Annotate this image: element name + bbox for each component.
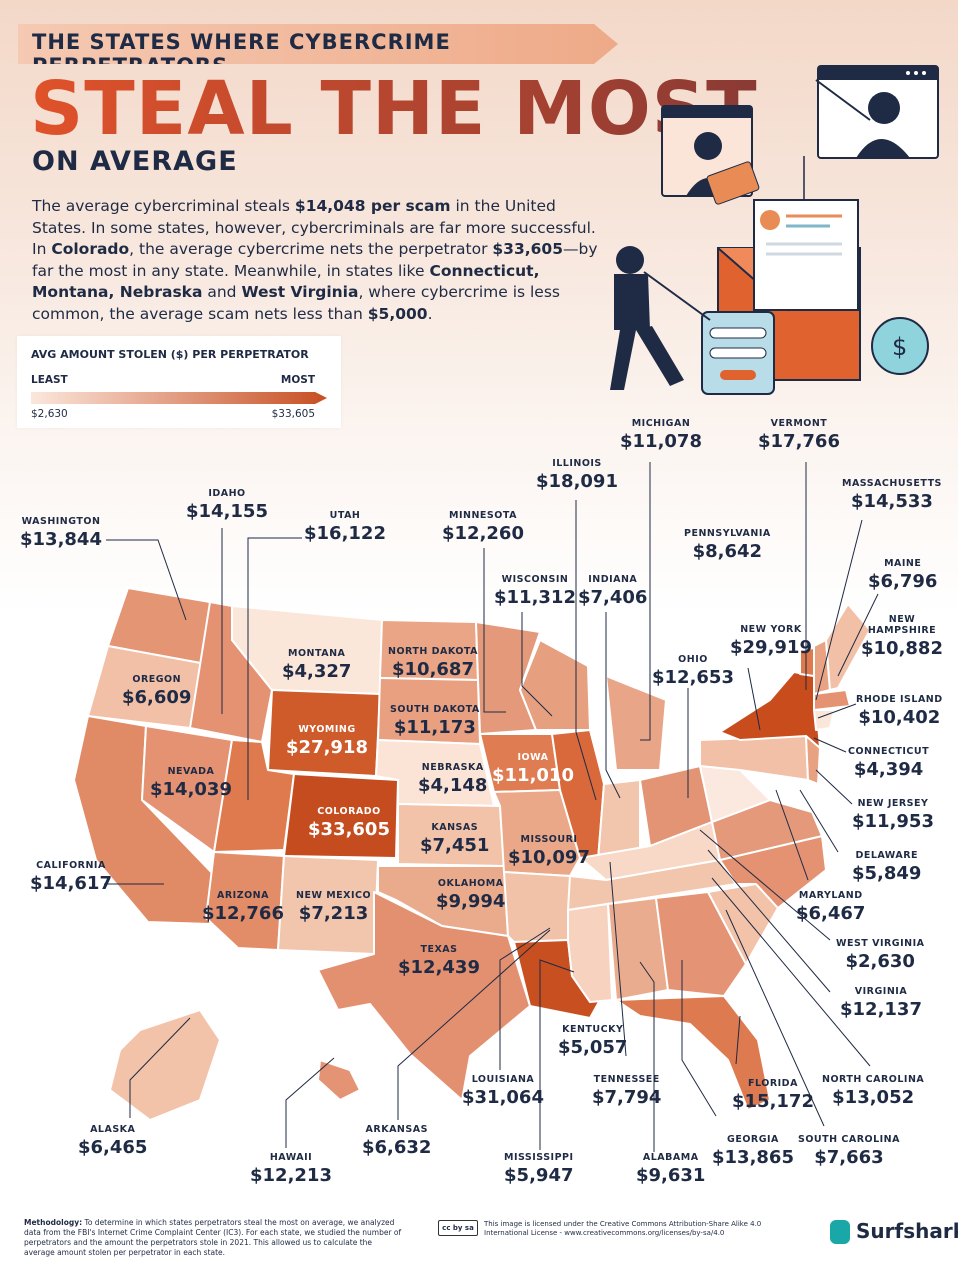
state-label-delaware: DELAWARE $5,849 (852, 850, 922, 884)
legend-title: AVG AMOUNT STOLEN ($) PER PERPETRATOR (31, 348, 309, 361)
license-text: This image is licensed under the Creativ… (484, 1220, 762, 1237)
state-label-south-dakota: SOUTH DAKOTA $11,173 (390, 704, 480, 738)
state-label-idaho: IDAHO $14,155 (186, 488, 268, 522)
state-label-new-mexico: NEW MEXICO $7,213 (296, 890, 372, 924)
state-label-alabama: ALABAMA $9,631 (636, 1152, 706, 1186)
svg-text:$: $ (892, 333, 907, 361)
state-shape-georgia (655, 891, 747, 997)
state-label-texas: TEXAS $12,439 (398, 944, 480, 978)
state-label-kentucky: KENTUCKY $5,057 (558, 1024, 628, 1058)
leader-lines (104, 462, 879, 1152)
state-label-nevada: NEVADA $14,039 (150, 766, 232, 800)
state-label-alaska: ALASKA $6,465 (78, 1124, 148, 1158)
state-label-maryland: MARYLAND $6,467 (796, 890, 866, 924)
state-label-wisconsin: WISCONSIN $11,312 (494, 574, 576, 608)
state-label-virginia: VIRGINIA $12,137 (840, 986, 922, 1020)
legend-most-label: MOST (280, 374, 315, 386)
state-label-montana: MONTANA $4,327 (282, 648, 352, 682)
state-shape-michigan (605, 675, 667, 771)
state-shape-colorado (283, 773, 399, 859)
banner-text: THE STATES WHERE CYBERCRIME PERPETRATORS (32, 30, 451, 64)
state-label-georgia: GEORGIA $13,865 (712, 1134, 794, 1168)
state-label-michigan: MICHIGAN $11,078 (620, 418, 702, 452)
state-label-arkansas: ARKANSAS $6,632 (362, 1124, 432, 1158)
cc-license-icon: cc by sa (438, 1220, 478, 1236)
state-label-missouri: MISSOURI $10,097 (508, 834, 590, 868)
state-label-washington: WASHINGTON $13,844 (20, 516, 102, 550)
state-shape-arkansas (503, 871, 571, 943)
state-shape-hawaii (317, 1059, 361, 1101)
state-shape-texas (317, 891, 531, 1101)
legend-min-value: $2,630 (31, 408, 68, 420)
state-label-california: CALIFORNIA $14,617 (30, 860, 112, 894)
legend-least-label: LEAST (31, 374, 68, 386)
state-label-south-carolina: SOUTH CAROLINA $7,663 (798, 1134, 900, 1168)
hacker-figure-icon (616, 246, 644, 274)
state-label-utah: UTAH $16,122 (304, 510, 386, 544)
state-label-hawaii: HAWAII $12,213 (250, 1152, 332, 1186)
state-label-massachusetts: MASSACHUSETTS $14,533 (842, 478, 942, 512)
state-label-illinois: ILLINOIS $18,091 (536, 458, 618, 492)
state-label-mississippi: MISSISSIPPI $5,947 (504, 1152, 574, 1186)
state-shape-maine (825, 603, 871, 691)
title-banner: THE STATES WHERE CYBERCRIME PERPETRATORS (18, 24, 618, 64)
state-label-north-carolina: NORTH CAROLINA $13,052 (822, 1074, 925, 1108)
state-shape-florida (615, 995, 771, 1111)
state-shape-arizona (205, 851, 285, 951)
state-label-indiana: INDIANA $7,406 (578, 574, 648, 608)
state-label-louisiana: LOUISIANA $31,064 (462, 1074, 544, 1108)
state-shape-connecticut (813, 709, 835, 731)
state-label-kansas: KANSAS $7,451 (420, 822, 490, 856)
coin-icon (871, 317, 929, 375)
intro-paragraph: The average cybercriminal steals $14,048… (32, 197, 598, 323)
state-label-pennsylvania: PENNSYLVANIA $8,642 (684, 528, 771, 562)
surfshark-logo-icon (830, 1220, 850, 1244)
state-label-maine: MAINE $6,796 (868, 558, 938, 592)
state-shape-new-york (719, 671, 821, 749)
state-label-north-dakota: NORTH DAKOTA $10,687 (388, 646, 478, 680)
headline: STEAL THE MOST (30, 66, 758, 152)
state-label-new-york: NEW YORK $29,919 (730, 624, 812, 658)
state-label-west-virginia: WEST VIRGINIA $2,630 (836, 938, 925, 972)
brand-logo: Surfshark® (856, 1219, 958, 1243)
methodology-note: Methodology: To determine in which state… (24, 1218, 402, 1257)
state-label-wyoming: WYOMING $27,918 (286, 724, 368, 758)
state-label-nebraska: NEBRASKA $4,148 (418, 762, 488, 796)
legend: AVG AMOUNT STOLEN ($) PER PERPETRATOR LE… (17, 336, 341, 428)
state-label-minnesota: MINNESOTA $12,260 (442, 510, 524, 544)
state-label-iowa: IOWA $11,010 (492, 752, 574, 786)
state-shape-new-jersey (805, 735, 821, 785)
subhead: ON AVERAGE (32, 146, 238, 177)
state-shape-massachusetts (813, 689, 851, 711)
state-shape-wisconsin (519, 639, 591, 731)
state-label-tennessee: TENNESSEE $7,794 (592, 1074, 662, 1108)
state-label-oregon: OREGON $6,609 (122, 674, 192, 708)
state-label-new-jersey: NEW JERSEY $11,953 (852, 798, 934, 832)
state-label-oklahoma: OKLAHOMA $9,994 (436, 878, 506, 912)
state-label-rhode-island: RHODE ISLAND $10,402 (856, 694, 943, 728)
legend-max-value: $33,605 (271, 408, 315, 420)
state-shape-alaska (109, 1009, 221, 1121)
state-label-florida: FLORIDA $15,172 (732, 1078, 814, 1112)
state-label-ohio: OHIO $12,653 (652, 654, 734, 688)
legend-gradient (31, 392, 327, 404)
state-label-arizona: ARIZONA $12,766 (202, 890, 284, 924)
state-label-colorado: COLORADO $33,605 (308, 806, 390, 840)
state-label-new-hampshire: NEW HAMPSHIRE $10,882 (861, 614, 943, 659)
state-label-vermont: VERMONT $17,766 (758, 418, 840, 452)
hacker-illustration: $ (610, 65, 939, 395)
state-label-connecticut: CONNECTICUT $4,394 (848, 746, 930, 780)
